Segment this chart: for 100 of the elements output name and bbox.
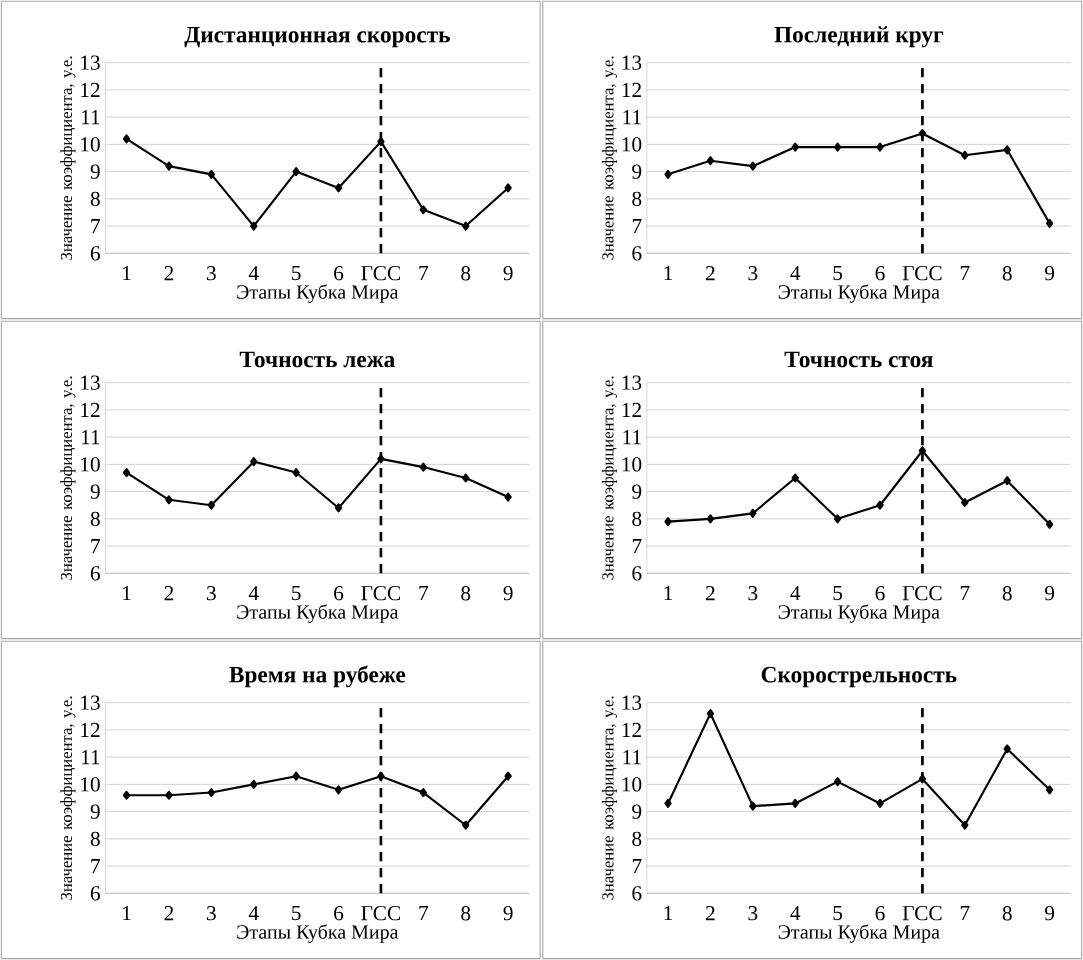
point — [207, 169, 216, 179]
x-tick-label: 4 — [790, 266, 801, 281]
x-tick-label: 5 — [292, 266, 301, 281]
point — [377, 137, 385, 147]
y-axis-title: Значение коэффициента, у.е. — [60, 696, 76, 900]
x-tick-label: ГСС — [902, 586, 942, 601]
y-tick-label: 9 — [632, 164, 642, 179]
y-tick-label: 12 — [622, 402, 641, 417]
point — [791, 473, 799, 483]
x-tick-label: 8 — [1002, 586, 1012, 601]
x-tick-label: 9 — [503, 586, 513, 601]
point — [122, 468, 131, 478]
point — [833, 777, 842, 787]
point — [961, 820, 969, 830]
y-tick-label: 10 — [81, 777, 100, 792]
point — [706, 514, 715, 524]
x-tick-label: ГСС — [361, 906, 401, 921]
point — [250, 221, 258, 231]
chart-title: Время на рубеже — [229, 665, 406, 688]
y-axis-title: Значение коэффициента, у.е. — [60, 56, 76, 260]
y-tick-label: 8 — [90, 831, 100, 847]
x-tick-label: ГСС — [902, 266, 942, 281]
x-axis-title: Этапы Кубка Мира — [778, 924, 940, 943]
y-tick-label: 10 — [81, 457, 100, 472]
point — [462, 820, 470, 830]
point — [207, 500, 216, 510]
y-tick-label: 11 — [623, 750, 641, 765]
y-axis-title: Значение коэффициента, у.е. — [601, 376, 617, 580]
chart-title: Дистанционная скорость — [184, 27, 450, 48]
point — [664, 798, 672, 808]
x-axis-title: Этапы Кубка Мира — [237, 604, 399, 623]
point — [749, 161, 757, 171]
point — [918, 446, 927, 456]
x-tick-label: 4 — [248, 906, 259, 921]
point — [833, 514, 842, 524]
point — [165, 790, 173, 800]
y-tick-label: 10 — [81, 137, 100, 152]
point — [1003, 476, 1011, 486]
point — [377, 454, 385, 464]
x-tick-label: 3 — [207, 586, 216, 601]
x-tick-label: 3 — [207, 906, 216, 921]
y-tick-label: 8 — [632, 511, 642, 527]
x-tick-label: 4 — [790, 906, 801, 921]
point — [1003, 145, 1011, 155]
point — [1045, 218, 1054, 228]
x-tick-label: 1 — [123, 266, 131, 281]
point — [1045, 785, 1054, 795]
x-tick-label: 9 — [1044, 906, 1055, 921]
y-tick-label: 12 — [622, 722, 641, 737]
y-tick-label: 11 — [623, 430, 641, 445]
point — [462, 221, 470, 231]
x-tick-label: 5 — [292, 906, 301, 921]
y-tick-label: 6 — [632, 566, 642, 581]
x-tick-label: 9 — [1044, 266, 1055, 281]
y-tick-label: 7 — [632, 539, 642, 554]
point — [876, 500, 884, 510]
point — [165, 161, 173, 171]
x-tick-label: 7 — [419, 586, 429, 600]
point — [664, 517, 672, 527]
point — [749, 508, 757, 518]
y-tick-label: 10 — [622, 457, 642, 472]
x-tick-label: 1 — [664, 586, 673, 601]
x-tick-label: 2 — [164, 586, 174, 601]
point — [334, 183, 343, 193]
y-tick-label: 9 — [632, 484, 642, 499]
x-tick-label: 7 — [960, 906, 970, 920]
y-tick-label: 10 — [622, 777, 642, 792]
y-tick-label: 11 — [81, 110, 100, 125]
y-tick-label: 7 — [91, 859, 101, 874]
x-tick-label: 2 — [706, 906, 715, 921]
chart-title: Точность стоя — [784, 351, 933, 368]
point — [462, 473, 470, 483]
point — [706, 156, 715, 166]
x-tick-label: 2 — [706, 266, 715, 281]
x-tick-label: 9 — [503, 906, 513, 921]
y-tick-label: 9 — [632, 804, 642, 819]
point — [419, 462, 427, 472]
y-tick-label: 13 — [622, 55, 642, 70]
y-tick-label: 13 — [622, 375, 642, 390]
point — [292, 771, 300, 781]
point — [250, 779, 258, 789]
x-tick-label: 8 — [461, 586, 471, 601]
x-tick-label: 4 — [790, 586, 801, 601]
x-tick-label: 6 — [334, 266, 344, 281]
x-tick-label: 5 — [833, 906, 843, 921]
y-tick-label: 13 — [81, 375, 100, 390]
x-tick-label: 6 — [334, 906, 344, 921]
point — [165, 495, 173, 505]
y-tick-label: 9 — [90, 164, 100, 179]
x-tick-label: 8 — [461, 266, 471, 281]
y-tick-label: 8 — [90, 511, 100, 527]
x-tick-label: 9 — [503, 266, 513, 281]
point — [377, 771, 385, 781]
point — [122, 790, 131, 800]
y-tick-label: 13 — [81, 55, 100, 70]
y-tick-label: 13 — [622, 695, 642, 710]
point — [419, 205, 427, 215]
y-tick-label: 6 — [632, 246, 642, 261]
x-tick-label: ГСС — [361, 586, 401, 601]
y-tick-label: 9 — [90, 484, 100, 499]
